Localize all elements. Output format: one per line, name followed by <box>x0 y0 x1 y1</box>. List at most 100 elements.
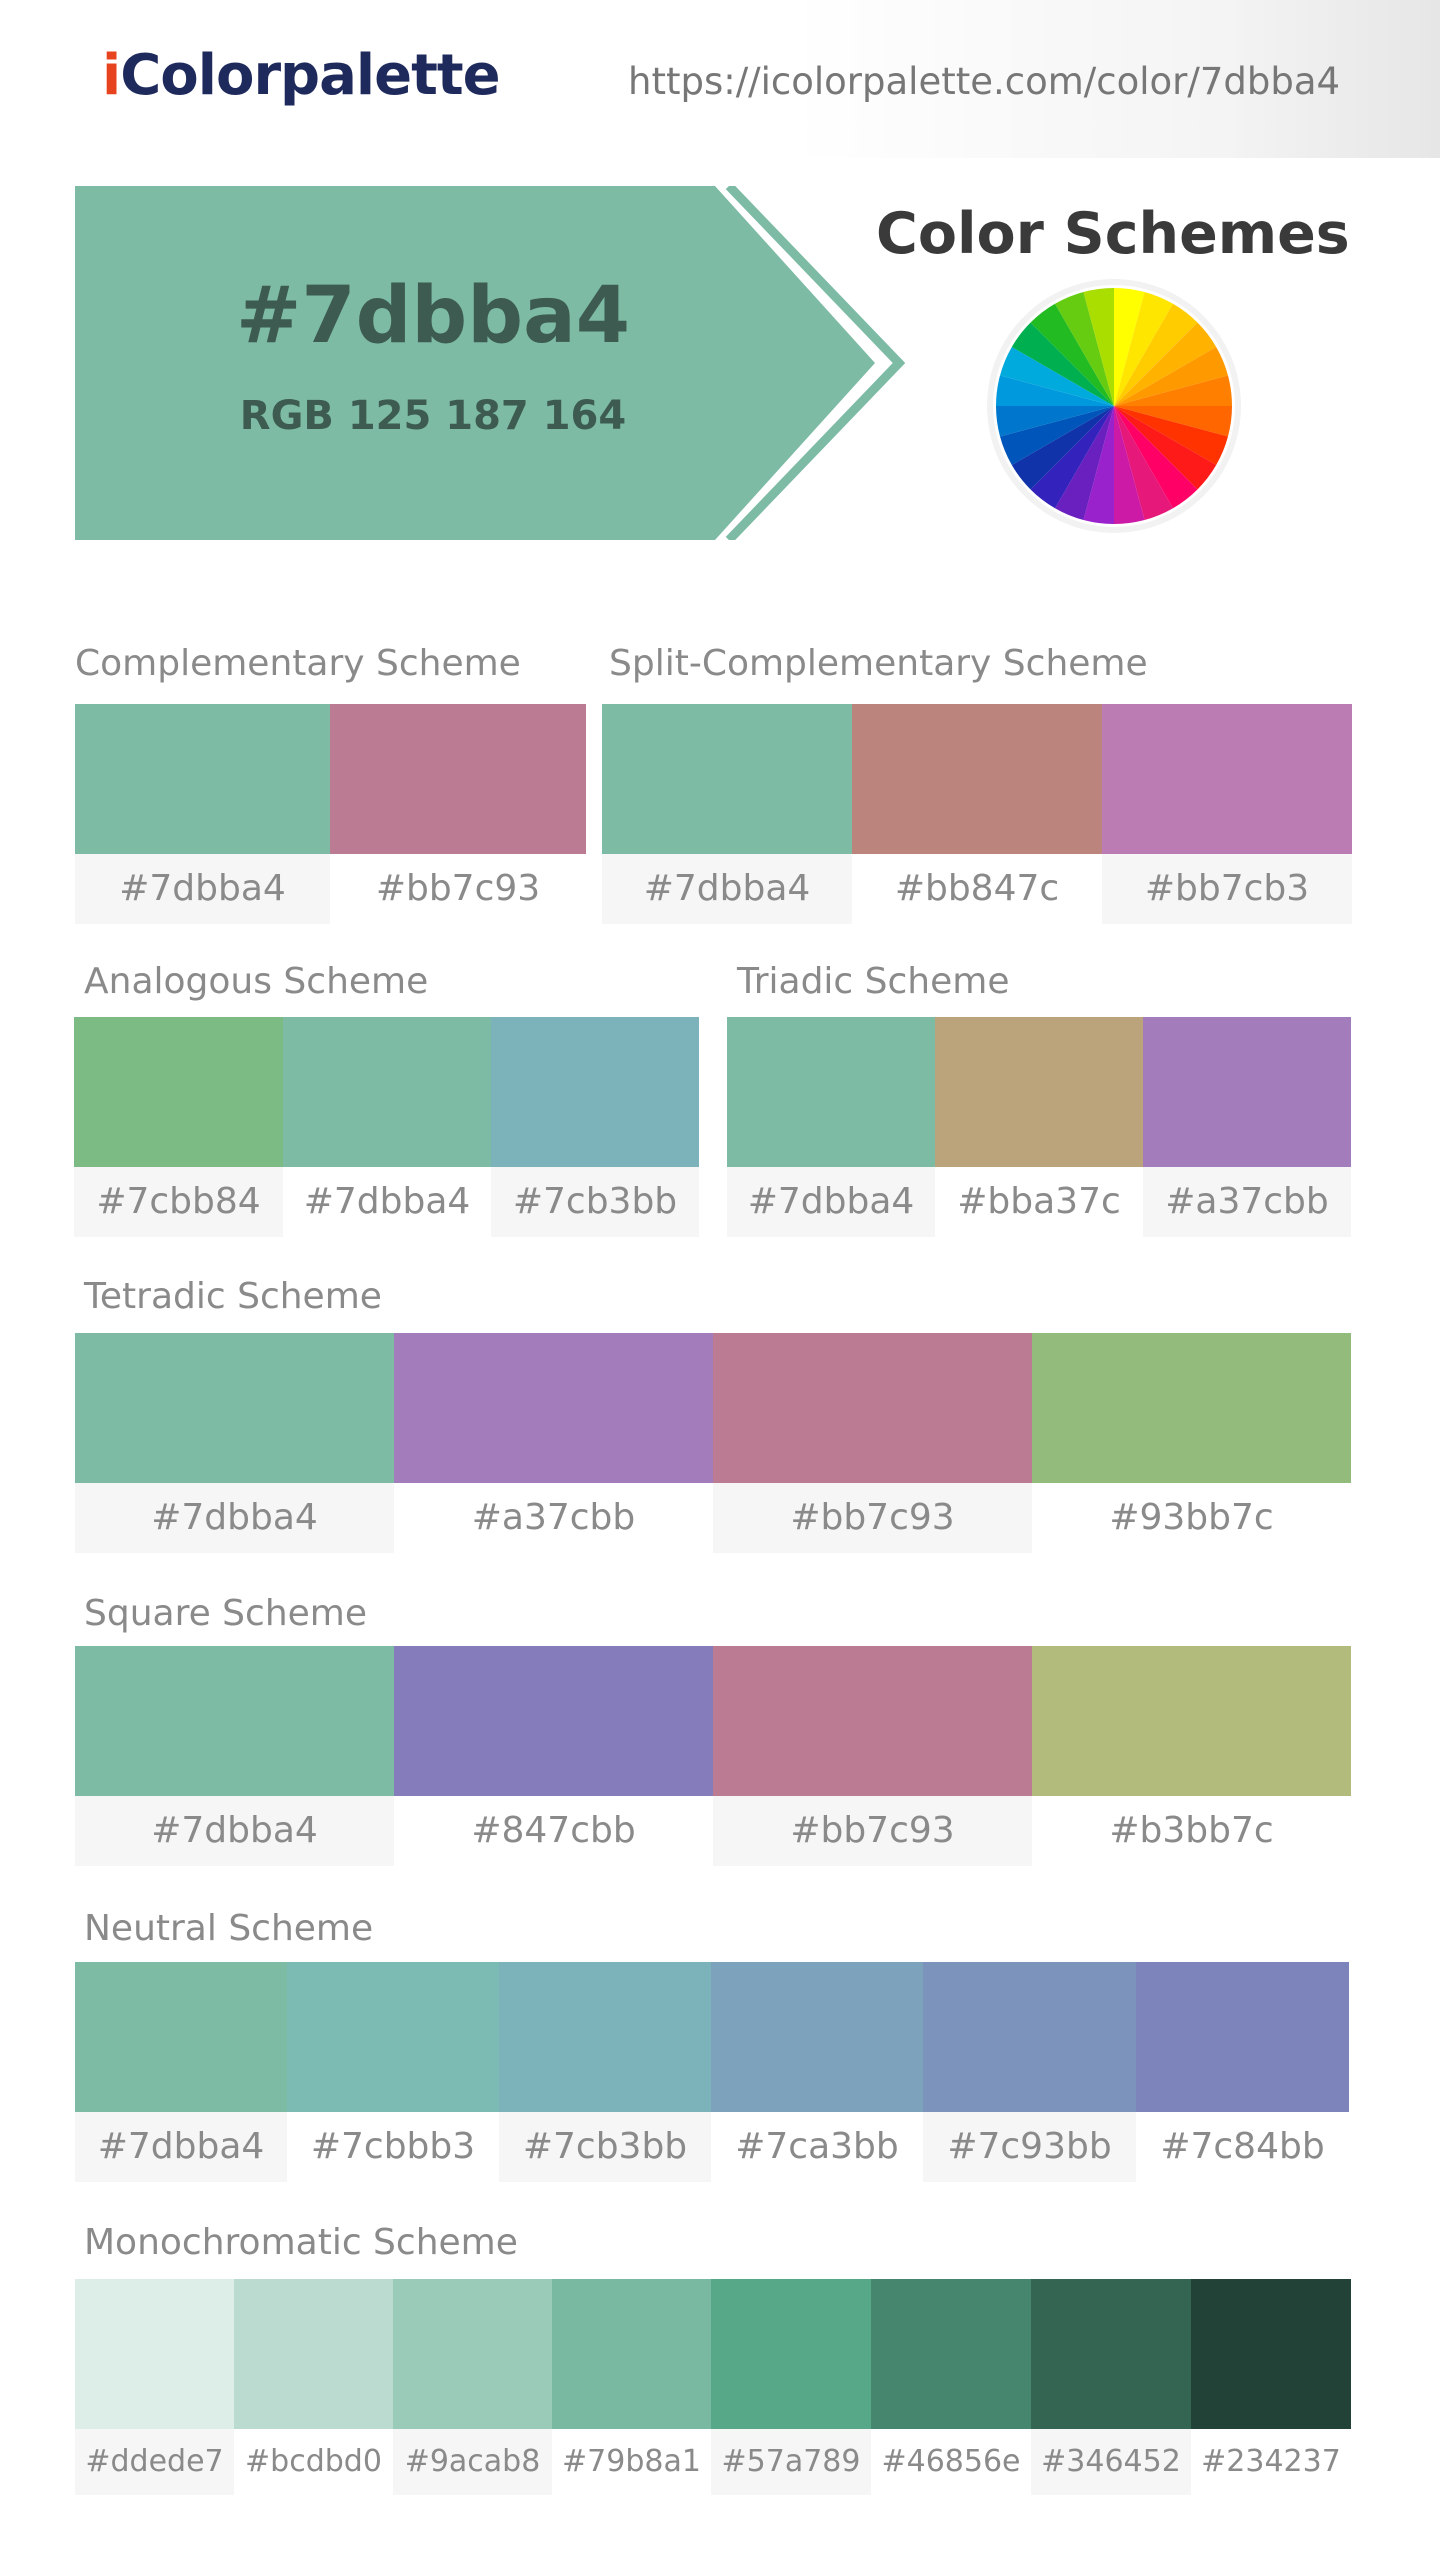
analogous-swatch[interactable]: #7cb3bb <box>491 1017 699 1237</box>
swatch-hex-label[interactable]: #346452 <box>1031 2429 1191 2495</box>
swatch-color[interactable] <box>727 1017 935 1167</box>
swatch-hex-label[interactable]: #a37cbb <box>1143 1167 1351 1237</box>
analogous-swatch[interactable]: #7cbb84 <box>74 1017 283 1237</box>
swatch-hex-label[interactable]: #bb7cb3 <box>1102 854 1352 924</box>
swatch-color[interactable] <box>871 2279 1031 2429</box>
monochromatic-swatch[interactable]: #46856e <box>871 2279 1031 2495</box>
triadic-swatch[interactable]: #7dbba4 <box>727 1017 935 1237</box>
swatch-color[interactable] <box>1032 1646 1351 1796</box>
swatch-hex-label[interactable]: #7dbba4 <box>75 1796 394 1866</box>
swatch-hex-label[interactable]: #7ca3bb <box>711 2112 923 2182</box>
swatch-hex-label[interactable]: #a37cbb <box>394 1483 713 1553</box>
swatch-color[interactable] <box>394 1333 713 1483</box>
swatch-hex-label[interactable]: #234237 <box>1191 2429 1351 2495</box>
swatch-hex-label[interactable]: #7cb3bb <box>491 1167 699 1237</box>
swatch-hex-label[interactable]: #7c93bb <box>923 2112 1136 2182</box>
tetradic-swatch[interactable]: #a37cbb <box>394 1333 713 1553</box>
swatch-color[interactable] <box>394 1646 713 1796</box>
swatch-hex-label[interactable]: #7cb3bb <box>499 2112 711 2182</box>
swatch-hex-label[interactable]: #46856e <box>871 2429 1031 2495</box>
swatch-color[interactable] <box>393 2279 552 2429</box>
swatch-hex-label[interactable]: #bb847c <box>852 854 1102 924</box>
square-swatch[interactable]: #847cbb <box>394 1646 713 1866</box>
monochromatic-swatch[interactable]: #346452 <box>1031 2279 1191 2495</box>
swatch-color[interactable] <box>1102 704 1352 854</box>
swatch-hex-label[interactable]: #7dbba4 <box>727 1167 935 1237</box>
swatch-color[interactable] <box>711 2279 871 2429</box>
monochromatic-swatch[interactable]: #bcdbd0 <box>234 2279 393 2495</box>
swatch-color[interactable] <box>491 1017 699 1167</box>
square-swatch[interactable]: #bb7c93 <box>713 1646 1032 1866</box>
swatch-hex-label[interactable]: #ddede7 <box>75 2429 234 2495</box>
complementary-swatch[interactable]: #bb7c93 <box>330 704 586 924</box>
swatch-color[interactable] <box>552 2279 711 2429</box>
neutral-swatch[interactable]: #7cbbb3 <box>287 1962 499 2182</box>
swatch-hex-label[interactable]: #847cbb <box>394 1796 713 1866</box>
triadic-swatch[interactable]: #bba37c <box>935 1017 1143 1237</box>
swatch-color[interactable] <box>1031 2279 1191 2429</box>
monochromatic-swatch[interactable]: #9acab8 <box>393 2279 552 2495</box>
analogous-swatch[interactable]: #7dbba4 <box>283 1017 491 1237</box>
swatch-hex-label[interactable]: #7c84bb <box>1136 2112 1349 2182</box>
page-url[interactable]: https://icolorpalette.com/color/7dbba4 <box>628 60 1341 103</box>
tetradic-swatch[interactable]: #bb7c93 <box>713 1333 1032 1553</box>
monochromatic-swatch[interactable]: #79b8a1 <box>552 2279 711 2495</box>
tetradic-swatch[interactable]: #93bb7c <box>1032 1333 1351 1553</box>
split-complementary-swatch[interactable]: #7dbba4 <box>602 704 852 924</box>
swatch-color[interactable] <box>935 1017 1143 1167</box>
swatch-hex-label[interactable]: #bb7c93 <box>713 1483 1032 1553</box>
swatch-color[interactable] <box>75 1333 394 1483</box>
swatch-color[interactable] <box>852 704 1102 854</box>
swatch-hex-label[interactable]: #7dbba4 <box>75 2112 287 2182</box>
swatch-color[interactable] <box>602 704 852 854</box>
swatch-color[interactable] <box>1032 1333 1351 1483</box>
swatch-color[interactable] <box>234 2279 393 2429</box>
swatch-color[interactable] <box>1191 2279 1351 2429</box>
swatch-color[interactable] <box>75 704 330 854</box>
swatch-color[interactable] <box>713 1333 1032 1483</box>
swatch-color[interactable] <box>923 1962 1136 2112</box>
swatch-hex-label[interactable]: #79b8a1 <box>552 2429 711 2495</box>
swatch-color[interactable] <box>713 1646 1032 1796</box>
swatch-hex-label[interactable]: #9acab8 <box>393 2429 552 2495</box>
site-logo[interactable]: iColorpalette <box>102 40 501 112</box>
swatch-color[interactable] <box>711 1962 923 2112</box>
swatch-hex-label[interactable]: #bb7c93 <box>713 1796 1032 1866</box>
square-swatch[interactable]: #b3bb7c <box>1032 1646 1351 1866</box>
swatch-color[interactable] <box>330 704 586 854</box>
swatch-hex-label[interactable]: #7dbba4 <box>602 854 852 924</box>
swatch-hex-label[interactable]: #bba37c <box>935 1167 1143 1237</box>
swatch-color[interactable] <box>75 2279 234 2429</box>
neutral-swatch[interactable]: #7dbba4 <box>75 1962 287 2182</box>
swatch-hex-label[interactable]: #7dbba4 <box>75 854 330 924</box>
swatch-hex-label[interactable]: #7cbbb3 <box>287 2112 499 2182</box>
monochromatic-swatch[interactable]: #234237 <box>1191 2279 1351 2495</box>
monochromatic-swatch[interactable]: #ddede7 <box>75 2279 234 2495</box>
swatch-color[interactable] <box>499 1962 711 2112</box>
complementary-swatch[interactable]: #7dbba4 <box>75 704 330 924</box>
swatch-color[interactable] <box>1136 1962 1349 2112</box>
triadic-swatch[interactable]: #a37cbb <box>1143 1017 1351 1237</box>
square-swatch[interactable]: #7dbba4 <box>75 1646 394 1866</box>
tetradic-swatch[interactable]: #7dbba4 <box>75 1333 394 1553</box>
swatch-hex-label[interactable]: #93bb7c <box>1032 1483 1351 1553</box>
swatch-hex-label[interactable]: #bb7c93 <box>330 854 586 924</box>
swatch-hex-label[interactable]: #b3bb7c <box>1032 1796 1351 1866</box>
neutral-swatch[interactable]: #7c93bb <box>923 1962 1136 2182</box>
swatch-hex-label[interactable]: #7dbba4 <box>75 1483 394 1553</box>
neutral-swatch[interactable]: #7c84bb <box>1136 1962 1349 2182</box>
swatch-color[interactable] <box>74 1017 283 1167</box>
swatch-hex-label[interactable]: #7dbba4 <box>283 1167 491 1237</box>
monochromatic-swatch[interactable]: #57a789 <box>711 2279 871 2495</box>
neutral-swatch[interactable]: #7ca3bb <box>711 1962 923 2182</box>
swatch-color[interactable] <box>283 1017 491 1167</box>
neutral-swatch[interactable]: #7cb3bb <box>499 1962 711 2182</box>
swatch-color[interactable] <box>1143 1017 1351 1167</box>
split-complementary-swatch[interactable]: #bb847c <box>852 704 1102 924</box>
swatch-color[interactable] <box>75 1646 394 1796</box>
swatch-color[interactable] <box>287 1962 499 2112</box>
swatch-hex-label[interactable]: #bcdbd0 <box>234 2429 393 2495</box>
split-complementary-swatch[interactable]: #bb7cb3 <box>1102 704 1352 924</box>
swatch-color[interactable] <box>75 1962 287 2112</box>
swatch-hex-label[interactable]: #7cbb84 <box>74 1167 283 1237</box>
